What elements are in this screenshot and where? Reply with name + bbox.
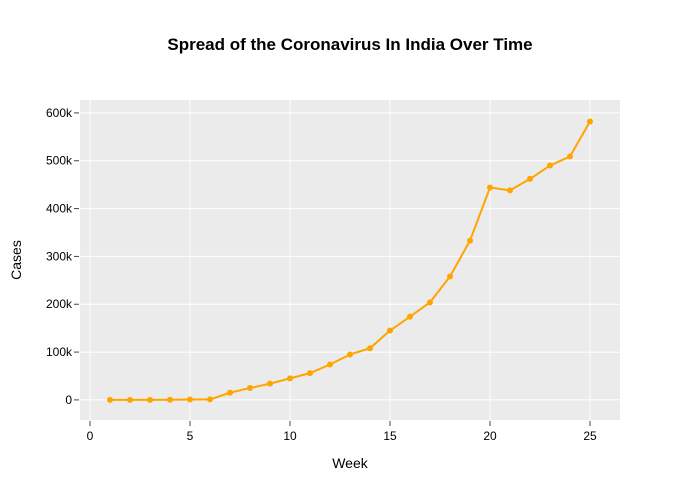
data-point [547,162,553,169]
data-point [407,313,413,320]
x-tick-label: 15 [383,429,397,443]
data-point [127,396,133,403]
x-tick-label: 20 [483,429,497,443]
y-tick-label: 500k [46,154,73,168]
y-tick-label: 200k [46,297,73,311]
plot-area [80,100,620,420]
data-point [227,389,233,396]
data-point [427,299,433,306]
x-axis-title: Week [332,455,369,471]
y-tick-label: 0 [65,393,72,407]
data-point [467,237,473,244]
data-point [107,396,113,403]
data-point [307,370,313,377]
data-point [587,118,593,125]
data-point [247,384,253,391]
y-tick-label: 400k [46,202,73,216]
series-layer [107,118,593,403]
x-tick-label: 25 [583,429,597,443]
data-point [167,396,173,403]
tick-labels: 0 100k 200k 300k 400k 500k 600k 0 5 10 15 20 25 [46,106,597,443]
data-point [327,361,333,368]
data-point [267,380,273,387]
y-tick-label: 600k [46,106,73,120]
y-axis-title: Cases [8,240,24,280]
x-tick-label: 0 [87,429,94,443]
data-point [287,375,293,382]
data-point [147,396,153,403]
data-point [447,273,453,280]
data-point [187,396,193,403]
x-tick-label: 10 [283,429,297,443]
data-point [527,175,533,182]
y-tick-label: 100k [46,345,73,359]
data-point [347,351,353,358]
y-tick-label: 300k [46,249,73,263]
data-point [567,153,573,160]
x-tick-label: 5 [187,429,194,443]
chart-title: Spread of the Coronavirus In India Over … [167,35,532,54]
data-point [487,184,493,191]
data-point [207,396,213,403]
data-point [367,345,373,352]
data-point [387,327,393,334]
data-point [507,187,513,194]
